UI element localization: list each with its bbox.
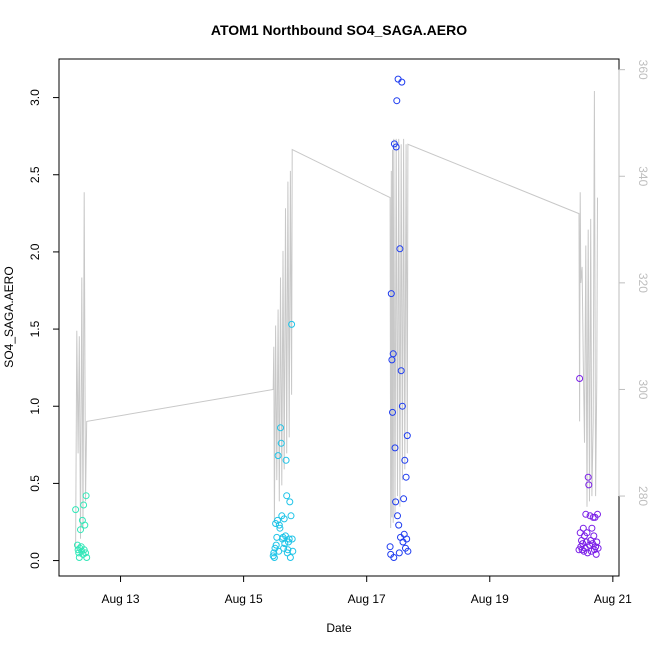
data-point-flight3 [394, 512, 401, 520]
x-tick-label: Aug 19 [471, 592, 509, 606]
secondary-line-layer [75, 90, 598, 550]
data-point-flight3 [389, 408, 396, 416]
data-point-flight4 [583, 529, 591, 537]
data-point-flight2 [287, 512, 295, 520]
y-tick-label: 2.0 [28, 243, 42, 260]
x-axis: Aug 13 Aug 15 Aug 17 Aug 19 Aug 21 [102, 575, 632, 606]
data-point-flight2 [286, 554, 294, 561]
data-point-flight1 [83, 554, 91, 561]
data-point-flight4 [592, 550, 600, 558]
data-point-flight2 [269, 552, 277, 560]
data-point-flight4 [594, 510, 601, 518]
data-point-flight3 [389, 350, 397, 358]
data-point-flight2 [274, 516, 281, 524]
data-point-flight2 [277, 424, 284, 432]
data-point-flight3 [403, 535, 411, 543]
data-point-flight2 [285, 535, 293, 543]
data-point-flight2 [280, 515, 288, 523]
data-point-flight2 [289, 547, 297, 555]
data-point-flight2 [282, 456, 290, 464]
data-point-flight3 [392, 143, 400, 151]
y-tick-label: 0.5 [28, 475, 42, 492]
data-point-flight4 [590, 546, 598, 554]
data-point-flight3 [392, 498, 400, 506]
y2-tick-label: 360 [636, 60, 650, 80]
data-point-flight3 [400, 495, 408, 503]
plot-frame [58, 58, 620, 577]
y2-tick-label: 280 [636, 486, 650, 506]
data-point-flight3 [395, 549, 403, 557]
data-point-flight1 [82, 492, 90, 500]
y2-tick-label: 340 [636, 166, 650, 186]
data-point-flight3 [398, 78, 406, 86]
data-point-flight4 [579, 524, 587, 532]
data-point-flight1 [77, 526, 84, 534]
x-tick-label: Aug 17 [348, 592, 386, 606]
y2-tick-label: 300 [636, 379, 650, 399]
data-point-flight4 [585, 481, 593, 489]
data-point-flight4 [590, 532, 598, 540]
data-point-flight3 [387, 290, 395, 298]
data-point-flight2 [288, 535, 296, 543]
data-point-flight3 [393, 97, 401, 105]
data-point-flight2 [283, 492, 291, 500]
data-point-flight3 [390, 554, 398, 561]
y-tick-label: 2.5 [28, 166, 42, 183]
data-point-flight4 [580, 547, 588, 555]
data-point-flight1 [80, 546, 88, 554]
data-point-flight2 [272, 541, 280, 549]
data-point-flight2 [276, 524, 284, 532]
y-tick-label: 1.0 [28, 398, 42, 415]
data-point-flight4 [594, 544, 602, 552]
y-axis-label: SO4_SAGA.AERO [2, 266, 16, 367]
x-axis-label: Date [326, 621, 352, 635]
data-point-flight3 [391, 444, 399, 452]
data-point-flight2 [270, 554, 278, 561]
data-point-flight1 [72, 506, 80, 514]
data-point-flight4 [584, 549, 592, 557]
x-tick-label: Aug 15 [225, 592, 263, 606]
data-point-flight2 [277, 439, 285, 447]
data-point-flight1 [82, 549, 89, 557]
data-point-flight2 [281, 540, 289, 548]
data-point-flight3 [402, 473, 410, 481]
data-point-flight2 [273, 533, 281, 541]
secondary-series-line [75, 90, 598, 550]
y-tick-label: 0.0 [28, 552, 42, 569]
x-tick-label: Aug 21 [594, 592, 632, 606]
data-point-flight1 [81, 521, 89, 529]
chart-title: ATOM1 Northbound SO4_SAGA.AERO [211, 22, 467, 38]
data-point-flight3 [403, 432, 411, 440]
data-point-flight3 [401, 456, 409, 464]
data-point-flight4 [588, 524, 596, 532]
data-point-flight2 [286, 498, 294, 506]
data-point-flight4 [576, 375, 584, 382]
data-point-flight2 [288, 320, 296, 328]
y-tick-label: 3.0 [28, 89, 42, 106]
data-point-flight3 [397, 367, 405, 375]
y-tick-label: 1.5 [28, 320, 42, 337]
secondary-y-axis: 280 300 320 340 360 [618, 60, 650, 506]
data-point-flight4 [582, 510, 590, 518]
data-point-flight3 [396, 245, 404, 253]
data-point-flight3 [404, 547, 412, 555]
y-axis: 0.0 0.5 1.0 1.5 2.0 2.5 3.0 [28, 89, 60, 569]
x-tick-label: Aug 13 [102, 592, 140, 606]
data-point-flight2 [280, 544, 288, 552]
data-point-flight2 [270, 549, 278, 557]
data-point-flight2 [284, 546, 292, 554]
data-point-flight1 [80, 501, 88, 509]
points-layer [72, 75, 602, 561]
data-point-flight2 [275, 521, 283, 529]
data-point-flight3 [398, 402, 406, 410]
data-point-flight4 [584, 473, 592, 481]
data-point-flight2 [274, 452, 282, 460]
data-point-flight3 [386, 543, 394, 551]
data-point-flight3 [395, 521, 403, 529]
data-point-flight2 [275, 547, 283, 555]
y2-tick-label: 320 [636, 273, 650, 293]
